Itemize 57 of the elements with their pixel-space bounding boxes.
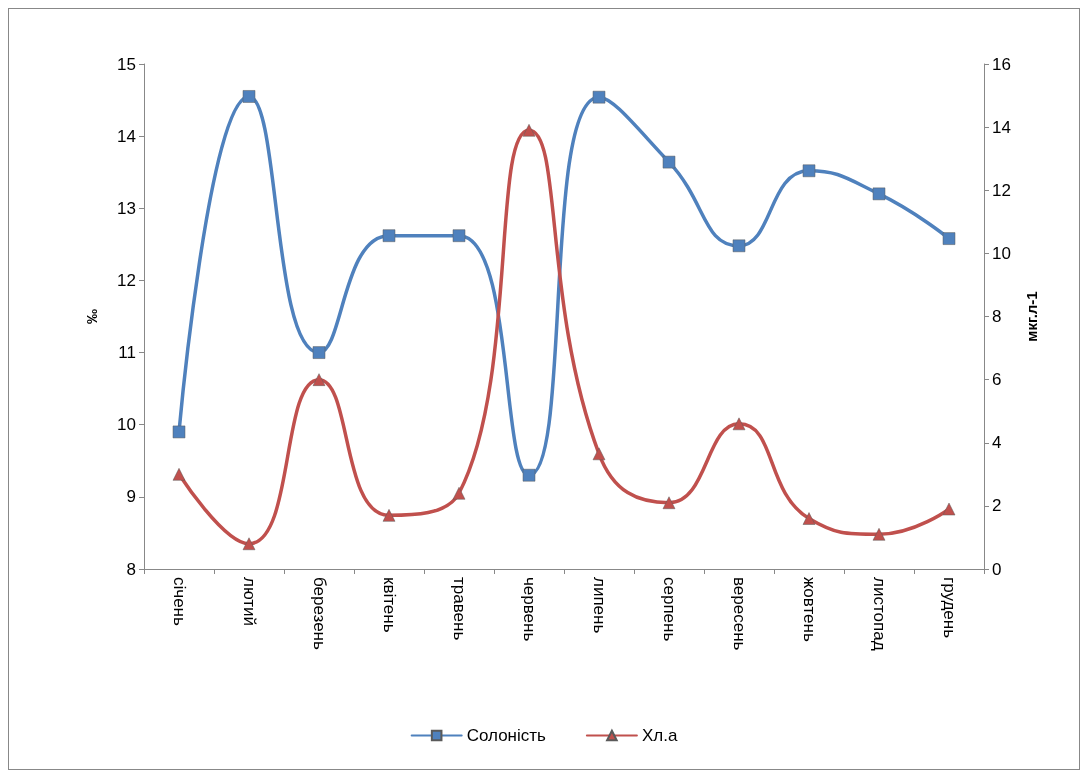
y-tick-label: 8 [126,559,136,579]
x-tick-label: червень [519,577,539,642]
y2-tick-label: 2 [992,496,1002,516]
point [872,187,886,201]
legend-label: Хл.а [641,726,678,745]
point [662,155,676,169]
point [802,164,816,178]
x-tick-label: березень [309,577,329,650]
point [242,537,256,550]
point [942,232,956,245]
point [382,509,396,522]
y-axis-title: ‰ [83,309,100,324]
point [452,229,466,242]
y2-tick-label: 16 [992,54,1011,74]
point [662,496,676,509]
point [312,346,326,359]
point [452,487,466,500]
y2-tick-label: 0 [992,559,1002,579]
x-tick-label: лютий [239,577,259,627]
x-tick-label: жовтень [799,577,819,642]
y2-tick-label: 6 [992,370,1002,390]
point [382,229,396,242]
y2-tick-label: 10 [992,243,1011,263]
legend-label: Солоність [466,726,547,745]
y-tick-label: 13 [117,198,136,218]
y-tick-label: 9 [126,487,136,507]
x-tick-label: січень [169,577,189,626]
x-tick-label: листопад [869,577,889,651]
point [732,417,746,431]
x-tick-label: вересень [729,577,749,651]
x-tick-label: травень [449,577,469,641]
y2-tick-label: 8 [992,307,1002,326]
y2-tick-label: 12 [992,180,1011,200]
point [172,425,186,439]
point [172,468,186,481]
point [242,90,256,103]
point [942,502,956,516]
point [522,124,536,137]
y2-tick-label: 14 [992,117,1011,137]
point [312,373,326,386]
point [872,528,886,541]
y-tick-label: 12 [117,270,136,290]
y2-tick-label: 4 [992,433,1002,453]
y-tick-label: 14 [117,126,136,146]
point [802,512,816,525]
point [732,239,746,253]
x-tick-label: липень [589,577,609,634]
point [522,468,536,482]
y-tick-label: 15 [117,54,136,74]
x-tick-label: грудень [939,577,959,639]
point [592,447,606,461]
x-tick-label: квітень [379,577,399,633]
y-tick-label: 10 [117,415,136,435]
y-tick-label: 11 [118,343,136,363]
x-tick-label: серпень [659,577,679,642]
point [592,90,606,104]
y2-axis-title: мкг.л-1 [1023,291,1040,342]
